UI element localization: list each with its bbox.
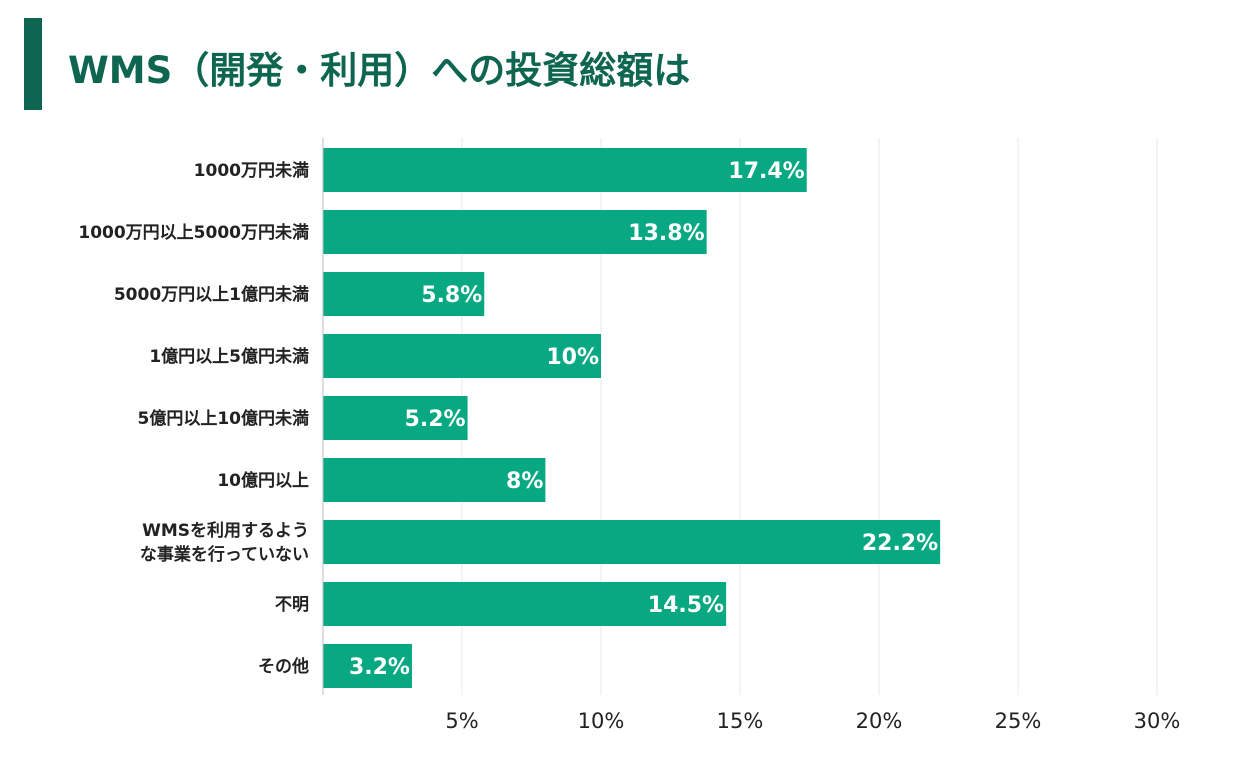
- x-tick-label: 20%: [856, 709, 903, 733]
- bar: [323, 334, 601, 378]
- bar-value-label: 13.8%: [628, 221, 704, 246]
- category-label: 5億円以上10億円未満: [138, 408, 310, 429]
- x-tick-label: 15%: [717, 709, 764, 733]
- category-label: 1000万円以上5000万円未満: [78, 222, 309, 243]
- bar: [323, 272, 485, 316]
- bar-value-label: 3.2%: [349, 655, 410, 680]
- title-accent-bar: [24, 18, 42, 110]
- category-label: 10億円以上: [217, 470, 309, 491]
- category-label: 1億円以上5億円未満: [149, 346, 309, 367]
- x-tick-label: 25%: [995, 709, 1042, 733]
- category-label: な事業を行っていない: [140, 544, 309, 565]
- x-tick-label: 5%: [445, 709, 478, 733]
- bar: [323, 458, 546, 502]
- bar: [323, 396, 468, 440]
- x-tick-label: 10%: [578, 709, 625, 733]
- bar-value-label: 8%: [506, 469, 543, 494]
- bar-value-label: 22.2%: [862, 531, 938, 556]
- chart-title: WMS（開発・利用）への投資総額は: [68, 49, 691, 92]
- category-label: 5000万円以上1億円未満: [114, 284, 309, 305]
- bar: [323, 582, 727, 626]
- bar-value-label: 5.8%: [421, 283, 482, 308]
- bar-value-label: 17.4%: [728, 159, 804, 184]
- bar: [323, 644, 412, 688]
- bar: [323, 148, 807, 192]
- category-label: 1000万円未満: [194, 160, 309, 181]
- bar-value-label: 10%: [546, 345, 599, 370]
- category-label: 不明: [275, 595, 309, 615]
- x-tick-label: 30%: [1134, 709, 1181, 733]
- bar-value-label: 14.5%: [648, 593, 724, 618]
- bar: [323, 520, 941, 564]
- bar: [323, 210, 707, 254]
- bar-value-label: 5.2%: [405, 407, 466, 432]
- category-label: その他: [258, 656, 309, 677]
- category-label: WMSを利用するよう: [142, 520, 309, 541]
